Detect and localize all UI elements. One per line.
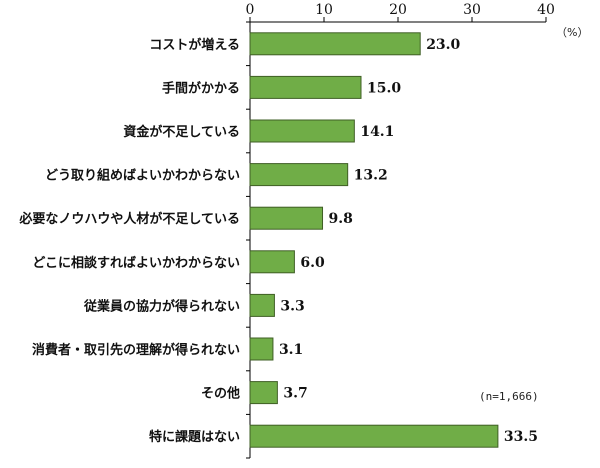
- category-label: 資金が不足している: [123, 124, 240, 140]
- x-tick-label: 20: [389, 2, 407, 18]
- category-label: 特に課題はない: [149, 429, 240, 445]
- bar: [249, 163, 349, 187]
- x-tick-label: 40: [537, 2, 555, 18]
- value-label: 6.0: [300, 255, 325, 271]
- value-label: 3.7: [283, 386, 307, 402]
- bar: [249, 250, 295, 274]
- sample-size-note: (n=1,666): [479, 390, 539, 403]
- value-label: 23.0: [426, 37, 460, 53]
- value-label: 13.2: [354, 168, 388, 184]
- bar: [249, 424, 499, 448]
- unit-label: （%）: [556, 26, 588, 39]
- value-label: 3.1: [279, 342, 303, 358]
- category-label: どこに相談すればよいかわからない: [32, 255, 240, 271]
- value-label: 9.8: [329, 211, 353, 227]
- value-label: 3.3: [280, 298, 304, 314]
- category-label: 必要なノウハウや人材が不足している: [18, 211, 240, 227]
- value-label: 33.5: [504, 429, 538, 445]
- category-label: その他: [201, 386, 240, 402]
- bar: [249, 206, 324, 230]
- category-label: コストが増える: [149, 37, 240, 53]
- value-label: 15.0: [367, 80, 401, 96]
- category-label: 手間がかかる: [162, 80, 240, 96]
- bar: [249, 32, 421, 56]
- bar: [249, 75, 362, 99]
- bar: [249, 119, 355, 143]
- category-label: 消費者・取引先の理解が得られない: [32, 342, 240, 358]
- category-label: 従業員の協力が得られない: [83, 298, 240, 314]
- bar: [249, 293, 275, 317]
- bar: [249, 337, 274, 361]
- bar: [249, 381, 278, 405]
- category-label: どう取り組めばよいかわからない: [45, 168, 240, 184]
- x-tick-label: 0: [246, 2, 255, 18]
- x-tick-label: 10: [315, 2, 333, 18]
- value-label: 14.1: [360, 124, 394, 140]
- x-tick-label: 30: [463, 2, 481, 18]
